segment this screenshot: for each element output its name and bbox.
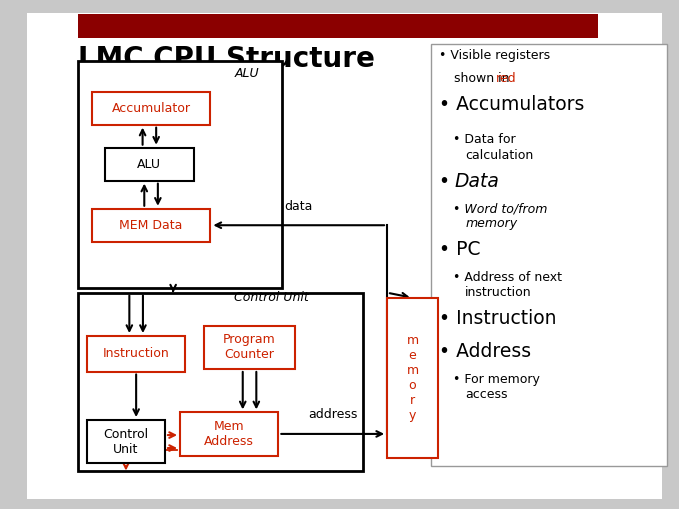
Text: memory: memory — [465, 217, 517, 231]
Bar — [78, 61, 282, 288]
Bar — [87, 420, 165, 463]
Text: address: address — [308, 408, 357, 421]
Text: ALU: ALU — [137, 158, 162, 171]
Text: data: data — [285, 200, 313, 213]
Text: LMC CPU Structure: LMC CPU Structure — [78, 45, 375, 73]
Text: Control Unit: Control Unit — [234, 291, 309, 304]
Text: Program
Counter: Program Counter — [223, 333, 276, 361]
Bar — [87, 336, 185, 372]
Text: • Address: • Address — [439, 342, 532, 361]
Text: • Word to/from: • Word to/from — [453, 202, 547, 215]
Text: MEM Data: MEM Data — [120, 219, 183, 232]
Text: ALU: ALU — [234, 67, 259, 80]
Text: red: red — [496, 72, 517, 86]
Bar — [431, 44, 667, 466]
Bar — [78, 293, 363, 471]
Text: • Instruction: • Instruction — [439, 309, 557, 328]
Text: Control
Unit: Control Unit — [103, 428, 149, 456]
Text: • For memory: • For memory — [453, 373, 540, 386]
Bar — [105, 148, 194, 181]
Bar — [204, 326, 295, 369]
Text: Mem
Address: Mem Address — [204, 420, 254, 448]
Bar — [92, 92, 210, 125]
Text: • Accumulators: • Accumulators — [439, 95, 585, 114]
Text: • PC: • PC — [439, 240, 481, 259]
Text: •: • — [439, 172, 456, 190]
Text: • Data for: • Data for — [453, 133, 515, 147]
Text: calculation: calculation — [465, 149, 534, 162]
Bar — [78, 14, 598, 38]
Text: • Address of next: • Address of next — [453, 271, 562, 284]
Text: • Visible registers: • Visible registers — [439, 49, 551, 63]
Bar — [180, 412, 278, 456]
Text: access: access — [465, 388, 508, 401]
Text: Instruction: Instruction — [103, 347, 170, 360]
Bar — [387, 298, 438, 458]
Text: instruction: instruction — [465, 286, 532, 299]
Text: Accumulator: Accumulator — [111, 102, 191, 115]
Text: shown in: shown in — [454, 72, 514, 86]
Text: m
e
m
o
r
y: m e m o r y — [407, 334, 418, 422]
Bar — [92, 209, 210, 242]
Text: Data: Data — [454, 172, 499, 190]
